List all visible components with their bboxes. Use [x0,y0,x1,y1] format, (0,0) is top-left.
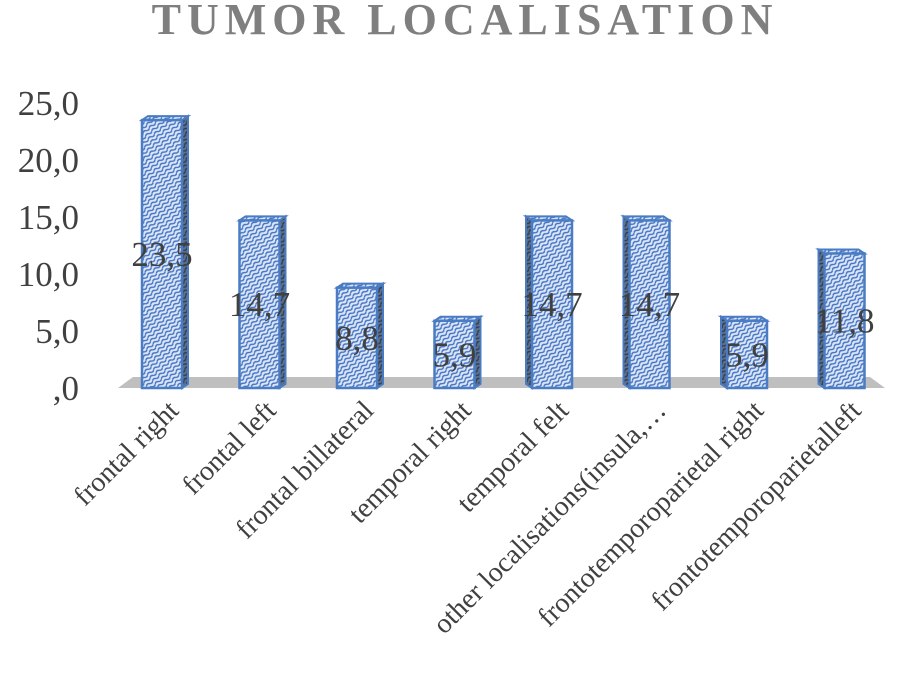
data-label: 11,8 [815,302,875,341]
y-tick-label: ,0 [53,369,79,408]
bar [522,214,576,390]
bar [620,214,673,390]
bar-front [725,319,769,390]
chart-title: TUMOR LOCALISATION [152,0,779,44]
data-label: 14,7 [619,285,680,324]
data-label: 8,8 [335,319,379,358]
y-tick-label: 20,0 [18,141,79,180]
bar-front [530,219,574,390]
bar-front [140,118,184,390]
bar [815,247,868,390]
bar [333,281,387,390]
data-label: 5,9 [433,335,477,374]
bar [431,314,484,390]
data-label: 14,7 [229,285,290,324]
bar-front [335,286,379,390]
y-tick-label: 10,0 [18,255,79,294]
bar [236,214,289,390]
data-label: 14,7 [521,285,582,324]
bar-front [238,219,281,390]
y-tick-label: 25,0 [18,84,79,123]
bar-front [433,319,476,390]
y-tick-label: 15,0 [18,198,79,237]
y-tick-label: 5,0 [35,312,79,351]
data-label: 5,9 [725,335,769,374]
bar [717,314,771,390]
chart-floor [118,377,885,388]
x-tick-label: frontal right [68,395,185,512]
data-label: 23,5 [131,235,192,274]
bar-front [628,219,671,390]
bar-front [823,252,866,390]
bar [138,114,192,390]
